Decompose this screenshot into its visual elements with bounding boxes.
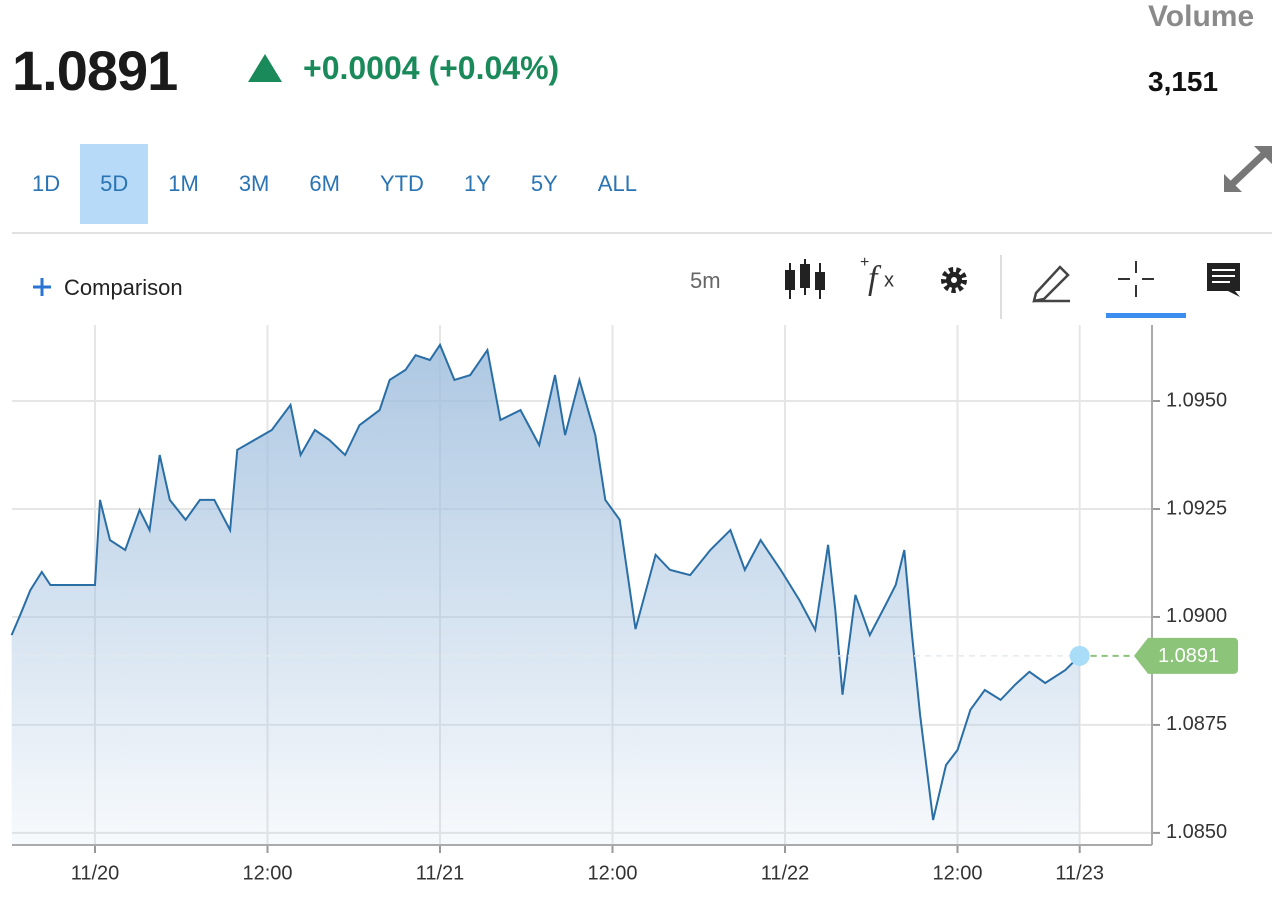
candles-icon[interactable]: [785, 259, 825, 299]
range-button[interactable]: 1Y: [463, 171, 491, 196]
toolbar-icons: +f x: [785, 255, 1240, 319]
y-tick-label: 1.0850: [1166, 821, 1227, 843]
x-tick-label: 11/22: [761, 862, 810, 884]
last-point: [1069, 645, 1090, 666]
x-tick-label: 11/23: [1055, 862, 1104, 884]
x-tick-label: 12:00: [242, 862, 292, 884]
active-tool-underline: [1106, 313, 1186, 318]
x-tick-label: 12:00: [587, 862, 637, 884]
volume: 3,151: [1148, 66, 1219, 97]
x-tick-label: 11/21: [416, 862, 465, 884]
y-tick-label: 1.0925: [1166, 497, 1227, 519]
price-change: +0.0004 (+0.04%): [303, 50, 560, 86]
range-button[interactable]: YTD: [379, 171, 424, 196]
x-tick-label: 12:00: [932, 862, 982, 884]
x-tick-label: 11/20: [71, 862, 120, 884]
last-price-label: 1.0891: [1158, 645, 1219, 667]
up-arrow: [248, 54, 282, 82]
area: [11, 344, 1080, 845]
range-button[interactable]: ALL: [597, 171, 637, 196]
separator: [12, 232, 1272, 234]
y-tick-label: 1.0900: [1166, 605, 1227, 627]
range-button[interactable]: 6M: [309, 171, 340, 196]
y-tick-label: 1.0950: [1166, 389, 1227, 411]
range-button[interactable]: 1M: [168, 171, 199, 196]
last-price-tag: [1134, 637, 1238, 674]
volume-label: Volume: [1148, 0, 1255, 33]
line: [10, 342, 1081, 821]
range-button[interactable]: 5Y: [530, 171, 558, 196]
range-button[interactable]: 5D: [80, 144, 149, 224]
price: 1.0891: [12, 39, 178, 102]
range-selector: 1D 5D 1M 3M 6M YTD 1Y 5Y ALL: [12, 144, 657, 224]
comparison-button[interactable]: Comparison: [64, 275, 183, 300]
plus-icon[interactable]: [32, 277, 52, 297]
svg-text:x: x: [884, 269, 894, 291]
crosshair-icon[interactable]: [1118, 261, 1154, 297]
interval-button[interactable]: 5m: [690, 268, 721, 293]
y-tick-label: 1.0875: [1166, 713, 1227, 735]
svg-text:+: +: [860, 255, 869, 271]
draw-icon[interactable]: [1032, 265, 1070, 303]
settings-icon[interactable]: [941, 267, 967, 293]
range-button[interactable]: 1D: [32, 171, 61, 196]
expand-icon[interactable]: [1222, 144, 1274, 194]
range-button[interactable]: 3M: [238, 171, 270, 196]
comment-icon[interactable]: [1207, 263, 1240, 297]
